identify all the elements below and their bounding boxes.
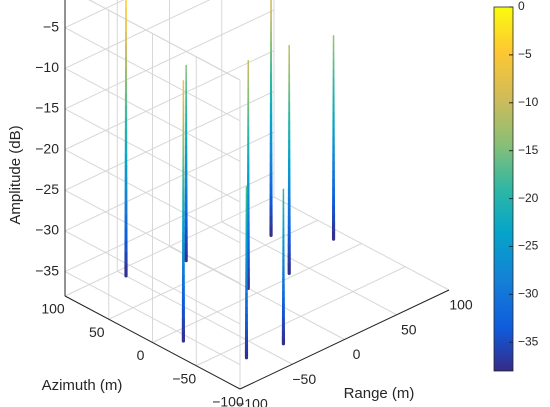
colorbar-tick-label: −35 bbox=[518, 334, 539, 348]
back-wall-grid-line bbox=[64, 131, 275, 232]
side-wall-grid-line bbox=[64, 271, 241, 366]
y-tick-label: −50 bbox=[172, 370, 196, 386]
side-wall-grid-line bbox=[64, 108, 241, 203]
floor-grid-line bbox=[152, 243, 362, 343]
side-wall-grid-line bbox=[64, 67, 241, 162]
y-tick-label: 0 bbox=[137, 347, 145, 363]
y-tick-label: 100 bbox=[41, 301, 65, 317]
back-wall-grid-line bbox=[64, 0, 125, 29]
side-wall-grid-line bbox=[64, 189, 241, 284]
floor-grid-line bbox=[108, 219, 318, 320]
colorbar-tick-label: 0 bbox=[518, 0, 525, 13]
side-wall-grid-line bbox=[64, 230, 241, 325]
axes bbox=[64, 0, 450, 390]
x-tick-label: 0 bbox=[353, 346, 361, 362]
z-tick-label: −25 bbox=[35, 181, 59, 197]
side-wall-grid-line bbox=[64, 149, 241, 244]
back-wall-grid-line bbox=[64, 9, 275, 110]
side-wall-grid-line bbox=[64, 27, 241, 122]
z-tick-label: −35 bbox=[35, 262, 59, 278]
floor-grid-line bbox=[196, 266, 406, 367]
colorbar-tick-label: −5 bbox=[518, 47, 532, 61]
stem-series bbox=[124, 0, 336, 360]
back-wall-grid-line bbox=[64, 0, 211, 69]
grid-lines bbox=[64, 0, 450, 390]
z-tick-label: −15 bbox=[35, 100, 59, 116]
x-tick-label: −100 bbox=[236, 396, 268, 407]
z-tick-label: −5 bbox=[43, 18, 59, 34]
back-wall-grid-line bbox=[64, 90, 275, 191]
z-tick-label: −10 bbox=[35, 59, 59, 75]
x-axis-line bbox=[239, 289, 450, 390]
colorbar-tick-label: −30 bbox=[518, 287, 539, 301]
colorbar-tick-label: −10 bbox=[518, 95, 539, 109]
z-tick-label: −30 bbox=[35, 222, 59, 238]
x-tick-label: −50 bbox=[292, 371, 316, 387]
z-axis-label: Amplitude (dB) bbox=[7, 125, 24, 224]
x-tick-label: 50 bbox=[401, 321, 417, 337]
back-wall-grid-line bbox=[64, 50, 275, 151]
y-axis-line bbox=[64, 295, 241, 390]
y-tick-label: 50 bbox=[89, 324, 105, 340]
back-wall-grid-line bbox=[64, 172, 275, 273]
z-tick-label: −20 bbox=[35, 140, 59, 156]
colorbar-tick-label: −20 bbox=[518, 191, 539, 205]
y-tick-label: −100 bbox=[212, 394, 244, 407]
x-axis-label: Range (m) bbox=[344, 385, 415, 402]
box-edge bbox=[88, 0, 241, 81]
tick-labels: −100−50050100−100−500501000−5−10−15−20−2… bbox=[35, 18, 473, 407]
colorbar-tick-label: −15 bbox=[518, 143, 539, 157]
colorbar-ticks: 0 −5 −10 −15 −20 −25 −30 −35 bbox=[509, 0, 539, 348]
colorbar-gradient bbox=[493, 6, 514, 372]
colorbar: 0 −5 −10 −15 −20 −25 −30 −35 bbox=[493, 0, 539, 372]
colorbar-tick-label: −25 bbox=[518, 239, 539, 253]
x-tick-label: 100 bbox=[449, 297, 473, 313]
y-axis-label: Azimuth (m) bbox=[42, 377, 123, 394]
